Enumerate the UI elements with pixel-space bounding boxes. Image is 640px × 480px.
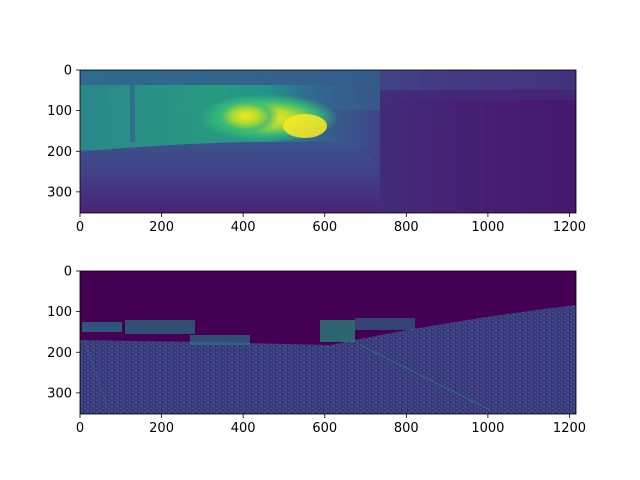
top-xtick-label: 600	[312, 220, 337, 235]
top-ytick-label: 300	[47, 185, 72, 200]
bottom-xtick-label: 1000	[471, 421, 504, 436]
bottom-xtick-label: 600	[312, 421, 337, 436]
bottom-xtick-label: 400	[231, 421, 256, 436]
bottom-xtick-label: 200	[149, 421, 174, 436]
bottom-axis-ticks: 0 200 400 600 800 1000 1200 0 100 200 300	[47, 265, 586, 437]
top-xtick-label: 1200	[553, 220, 586, 235]
bottom-heatmap	[80, 271, 576, 414]
top-heatmap	[80, 70, 576, 213]
top-xtick-label: 0	[76, 220, 84, 235]
top-xtick-label: 800	[394, 220, 419, 235]
top-xtick-label: 1000	[471, 220, 504, 235]
bottom-ytick-label: 300	[47, 386, 72, 401]
top-ytick-label: 0	[64, 64, 72, 79]
bottom-xtick-label: 0	[76, 421, 84, 436]
top-axes-frame	[79, 69, 577, 214]
bottom-xtick-label: 1200	[553, 421, 586, 436]
top-xtick-label: 400	[231, 220, 256, 235]
bottom-ytick-label: 0	[64, 265, 72, 280]
top-ytick-label: 200	[47, 145, 72, 160]
top-axis-ticks: 0 200 400 600 800 1000 1200 0 100 200 300	[47, 64, 586, 236]
top-xtick-label: 200	[149, 220, 174, 235]
bottom-ytick-label: 200	[47, 346, 72, 361]
bottom-axes-frame	[79, 270, 577, 415]
bottom-xtick-label: 800	[394, 421, 419, 436]
top-ytick-label: 100	[47, 104, 72, 119]
bottom-ytick-label: 100	[47, 305, 72, 320]
